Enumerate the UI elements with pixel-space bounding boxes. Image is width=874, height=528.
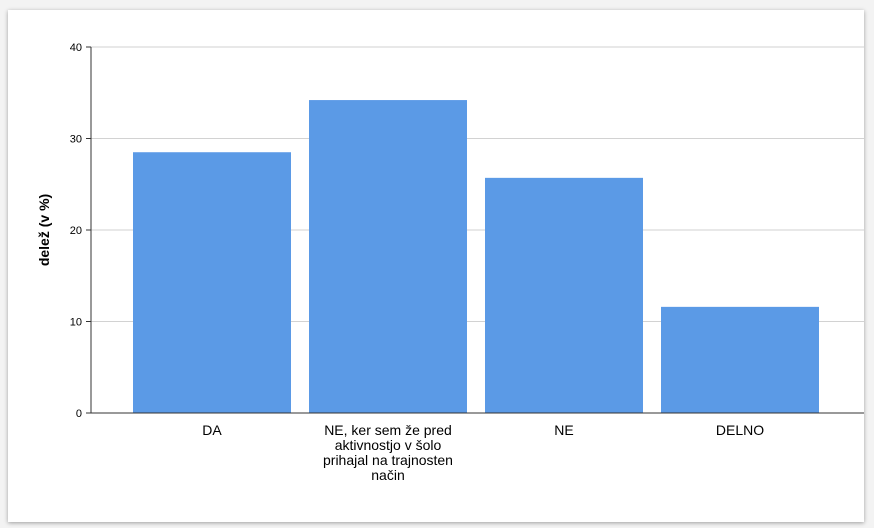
y-tick-label: 30 <box>70 134 82 146</box>
x-category-label: način <box>371 467 404 483</box>
labels: 0 10 20 30 40 DA NE, ker sem že predaktivnostj… <box>70 42 764 483</box>
bar-chart: 0 10 20 30 40 DA NE, ker sem že predaktivnostj… <box>36 42 864 483</box>
bars <box>133 100 819 413</box>
axes <box>86 46 864 414</box>
y-tick-label: 0 <box>76 408 82 420</box>
bar <box>309 100 467 413</box>
y-axis-label: delež (v %) <box>36 194 52 266</box>
y-tick-label: 10 <box>70 317 82 329</box>
x-category-label: NE <box>554 422 573 438</box>
y-tick-label: 20 <box>70 225 82 237</box>
chart-panel: 0 10 20 30 40 DA NE, ker sem že pred aktivnostj… <box>8 10 864 522</box>
bar <box>133 152 291 413</box>
bar <box>661 306 819 413</box>
x-category-label: DA <box>202 422 222 438</box>
x-category-label: DELNO <box>716 422 764 438</box>
x-category-label: NE, ker sem že pred <box>324 422 452 438</box>
y-tick-label: 40 <box>70 42 82 54</box>
x-category-label: aktivnostjo v šolo <box>335 437 442 453</box>
x-category-label: prihajal na trajnosten <box>323 452 453 468</box>
bar <box>485 177 643 413</box>
